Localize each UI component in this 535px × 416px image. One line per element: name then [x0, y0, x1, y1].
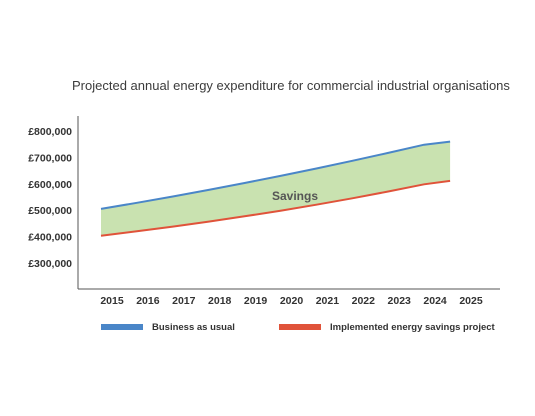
- x-tick-label: 2017: [172, 295, 196, 307]
- legend-swatch-energy-savings-project: [279, 324, 321, 330]
- legend-swatch-business-as-usual: [101, 324, 143, 330]
- y-tick-label: £500,000: [28, 205, 72, 217]
- y-axis-ticks: £800,000 £700,000 £600,000 £500,000 £400,000…: [28, 126, 72, 270]
- savings-annotation: Savings: [272, 189, 318, 203]
- series-line-energy-savings-project: [100, 179, 451, 237]
- x-tick-label: 2019: [244, 295, 268, 307]
- x-tick-label: 2015: [100, 295, 124, 307]
- y-tick-label: £800,000: [28, 126, 72, 138]
- x-tick-label: 2020: [280, 295, 304, 307]
- y-tick-label: £700,000: [28, 152, 72, 164]
- legend: Business as usual Implemented energy sav…: [101, 322, 496, 333]
- legend-label-energy-savings-project: Implemented energy savings project: [330, 322, 496, 333]
- x-tick-label: 2023: [388, 295, 412, 307]
- x-tick-label: 2025: [459, 295, 483, 307]
- series-line-business-as-usual: [100, 140, 451, 210]
- x-tick-label: 2021: [316, 295, 340, 307]
- x-tick-label: 2022: [352, 295, 376, 307]
- legend-label-business-as-usual: Business as usual: [152, 322, 235, 333]
- x-tick-label: 2024: [423, 295, 447, 307]
- y-tick-label: £600,000: [28, 179, 72, 191]
- chart-title: Projected annual energy expenditure for …: [72, 78, 510, 93]
- x-axis-ticks: 2015 2016 2017 2018 2019 2020 2021 2022 2023 2024…: [100, 295, 483, 307]
- x-tick-label: 2018: [208, 295, 232, 307]
- x-tick-label: 2016: [136, 295, 160, 307]
- y-tick-label: £300,000: [28, 258, 72, 270]
- y-tick-label: £400,000: [28, 232, 72, 244]
- plot-area: [100, 140, 451, 237]
- savings-area: [101, 141, 451, 236]
